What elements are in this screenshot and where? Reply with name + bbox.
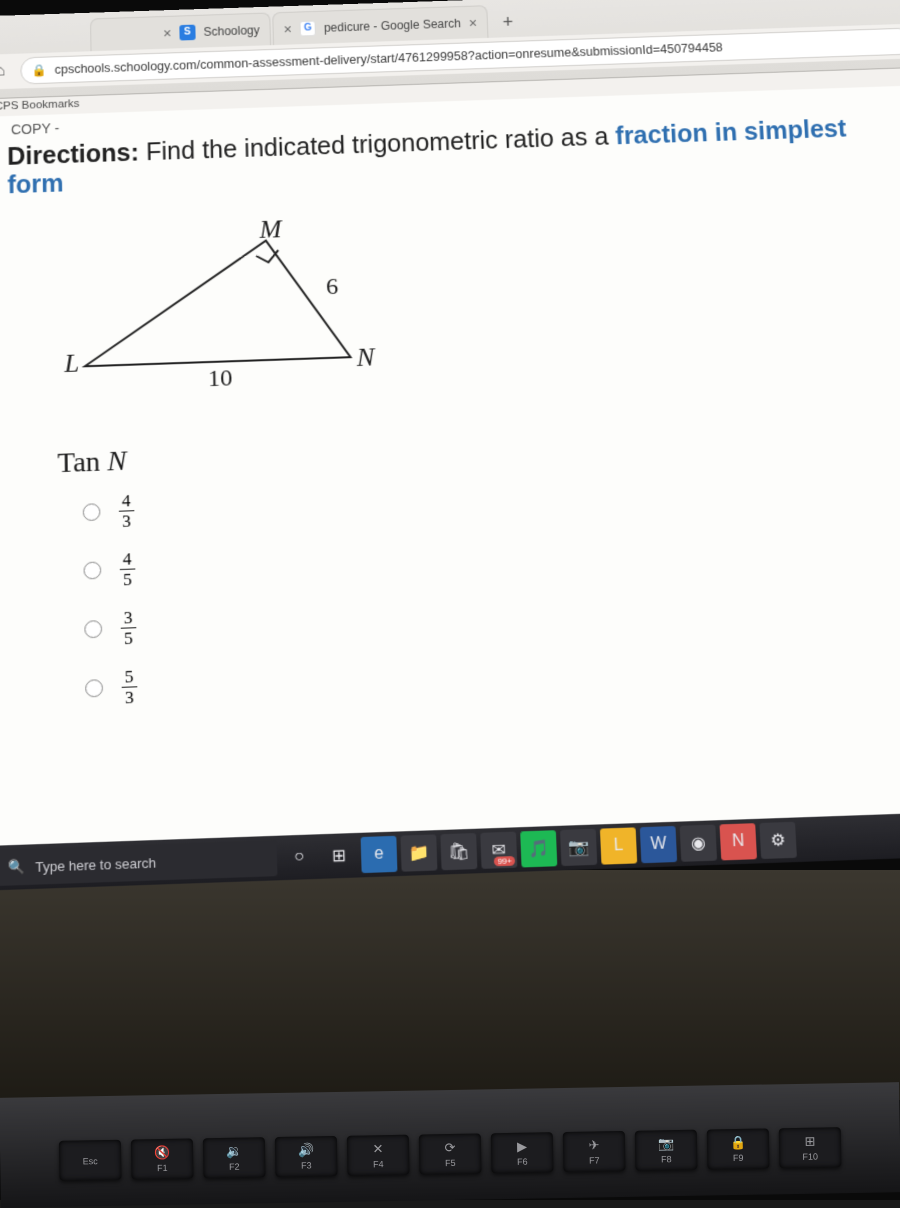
tab-schoology[interactable]: × S Schoology bbox=[90, 12, 271, 51]
tab-title: Schoology bbox=[203, 23, 259, 38]
close-icon[interactable]: × bbox=[283, 21, 292, 37]
numerator: 3 bbox=[120, 609, 135, 629]
vertex-m: M bbox=[259, 215, 282, 245]
key-f2: 🔉F2 bbox=[203, 1137, 266, 1178]
radio-icon[interactable] bbox=[84, 620, 102, 638]
photos-icon[interactable]: 📷 bbox=[560, 829, 597, 866]
mail-icon[interactable]: ✉ bbox=[480, 832, 517, 869]
triangle-figure: L M N 6 10 bbox=[53, 216, 424, 408]
favicon-google: G bbox=[300, 20, 316, 36]
denominator: 3 bbox=[122, 511, 131, 530]
answer-options: 4 3 4 5 3 5 bbox=[0, 464, 900, 712]
option-d[interactable]: 5 3 bbox=[85, 639, 900, 708]
key-f9: 🔒F9 bbox=[707, 1128, 770, 1169]
favicon-schoology: S bbox=[179, 24, 195, 40]
vertex-n: N bbox=[356, 342, 375, 373]
fraction: 5 3 bbox=[121, 668, 137, 707]
key-f6: ▶F6 bbox=[491, 1132, 554, 1173]
radio-icon[interactable] bbox=[83, 503, 101, 521]
numerator: 5 bbox=[121, 668, 136, 688]
home-icon[interactable]: ⌂ bbox=[0, 63, 10, 81]
keyboard: Esc🔇F1🔉F2🔊F3✕F4⟳F5▶F6✈F7📷F8🔒F9⊞F10 bbox=[0, 1082, 900, 1208]
side-ln: 10 bbox=[208, 365, 233, 393]
key-f1: 🔇F1 bbox=[131, 1138, 194, 1179]
edge-icon[interactable]: e bbox=[361, 836, 398, 873]
cortana-icon[interactable]: ○ bbox=[281, 839, 318, 876]
app-l-icon[interactable]: L bbox=[600, 827, 637, 864]
fraction: 4 5 bbox=[120, 550, 136, 588]
vertex-l: L bbox=[64, 348, 79, 379]
lock-icon: 🔒 bbox=[31, 63, 46, 77]
settings-icon[interactable]: ⚙ bbox=[759, 822, 797, 859]
key-f7: ✈F7 bbox=[563, 1131, 626, 1172]
close-icon[interactable]: × bbox=[163, 25, 171, 41]
search-icon: 🔍 bbox=[8, 858, 25, 876]
search-placeholder: Type here to search bbox=[35, 854, 156, 874]
side-mn: 6 bbox=[326, 274, 339, 301]
task-view-icon[interactable]: ⊞ bbox=[321, 837, 358, 874]
files-icon[interactable]: 📁 bbox=[401, 834, 438, 871]
radio-icon[interactable] bbox=[85, 679, 103, 697]
denominator: 5 bbox=[123, 570, 132, 589]
key-f8: 📷F8 bbox=[635, 1130, 698, 1171]
numerator: 4 bbox=[120, 550, 135, 570]
radio-icon[interactable] bbox=[83, 561, 101, 579]
denominator: 3 bbox=[125, 687, 134, 706]
bookmarks-folder[interactable]: CPS Bookmarks bbox=[0, 98, 80, 113]
tab-title: pedicure - Google Search bbox=[324, 16, 461, 34]
key-f10: ⊞F10 bbox=[779, 1127, 842, 1168]
new-tab-button[interactable]: + bbox=[493, 8, 522, 36]
word-icon[interactable]: W bbox=[640, 826, 677, 863]
chrome-icon[interactable]: ◉ bbox=[680, 825, 717, 862]
fraction: 3 5 bbox=[120, 609, 136, 648]
app-n-icon[interactable]: N bbox=[720, 823, 758, 860]
close-icon[interactable]: × bbox=[468, 15, 477, 31]
key-esc: Esc bbox=[59, 1140, 122, 1181]
option-c[interactable]: 3 5 bbox=[84, 580, 900, 649]
key-f5: ⟳F5 bbox=[419, 1133, 482, 1174]
taskbar: 🔍 Type here to search ○⊞e📁🛍✉🎵📷LW◉N⚙ bbox=[0, 811, 900, 890]
key-f4: ✕F4 bbox=[347, 1135, 410, 1176]
taskbar-search[interactable]: 🔍 Type here to search bbox=[0, 840, 277, 886]
music-icon[interactable]: 🎵 bbox=[520, 830, 557, 867]
page-content: COPY - Directions: Find the indicated tr… bbox=[0, 85, 900, 891]
fraction: 4 3 bbox=[119, 492, 135, 530]
denominator: 5 bbox=[124, 628, 133, 647]
key-f3: 🔊F3 bbox=[275, 1136, 338, 1177]
option-b[interactable]: 4 5 bbox=[83, 522, 900, 590]
directions-label: Directions: bbox=[7, 139, 139, 171]
numerator: 4 bbox=[119, 492, 134, 512]
store-icon[interactable]: 🛍 bbox=[440, 833, 477, 870]
